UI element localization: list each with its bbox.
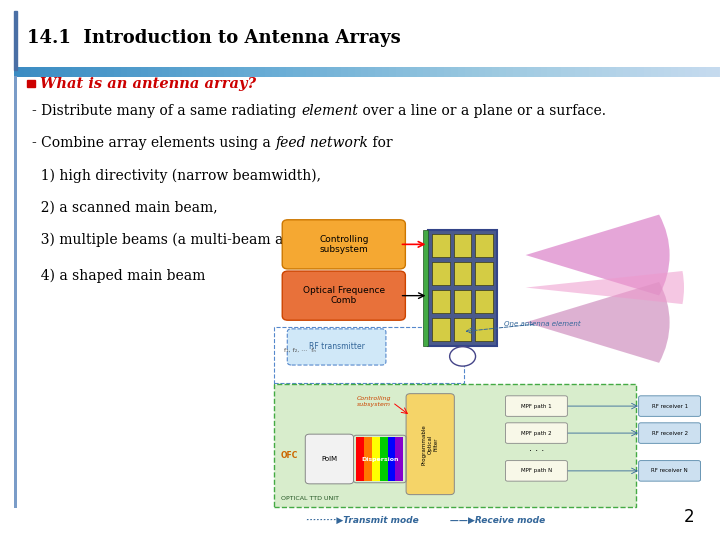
Text: RF receiver 1: RF receiver 1 (652, 403, 688, 409)
FancyBboxPatch shape (505, 423, 567, 443)
Text: 2: 2 (684, 509, 695, 526)
FancyBboxPatch shape (639, 461, 701, 481)
Bar (14, 11, 17, 70)
Text: - Distribute many of a same radiating: - Distribute many of a same radiating (32, 104, 301, 118)
FancyBboxPatch shape (639, 423, 701, 443)
Text: OPTICAL TTD UNIT: OPTICAL TTD UNIT (281, 496, 339, 501)
Text: RF receiver N: RF receiver N (651, 468, 688, 474)
Text: OFC: OFC (281, 450, 298, 460)
Text: Optical Frequence
Comb: Optical Frequence Comb (302, 286, 385, 305)
Bar (14, 76, 17, 508)
Bar (395, 437, 403, 481)
Text: - Combine array elements using a: - Combine array elements using a (32, 136, 276, 150)
Text: Programmable
Optical
Filter: Programmable Optical Filter (422, 424, 438, 464)
Text: Controlling
subsystem: Controlling subsystem (319, 235, 369, 254)
Text: MPF path 2: MPF path 2 (521, 430, 552, 436)
Text: ——▶Receive mode: ——▶Receive mode (450, 516, 545, 524)
Text: What is an antenna array?: What is an antenna array? (40, 77, 256, 91)
FancyBboxPatch shape (505, 461, 567, 481)
Bar (475, 234, 493, 258)
Wedge shape (526, 271, 684, 304)
Bar (454, 318, 472, 341)
FancyBboxPatch shape (406, 394, 454, 495)
FancyBboxPatch shape (287, 329, 386, 365)
Text: for: for (369, 136, 393, 150)
FancyBboxPatch shape (505, 396, 567, 416)
Text: Controlling
subsystem: Controlling subsystem (357, 396, 392, 407)
Text: MPF path 1: MPF path 1 (521, 403, 552, 409)
Bar (423, 230, 428, 346)
Text: 2) a scanned main beam,: 2) a scanned main beam, (32, 201, 218, 215)
Text: 14.1  Introduction to Antenna Arrays: 14.1 Introduction to Antenna Arrays (27, 29, 401, 47)
Text: One antenna element: One antenna element (504, 321, 580, 327)
Bar (27, 80, 35, 87)
Text: · · ·: · · · (528, 446, 544, 456)
Bar (432, 234, 450, 258)
Bar (428, 230, 497, 346)
Text: RF receiver 2: RF receiver 2 (652, 430, 688, 436)
FancyBboxPatch shape (282, 220, 405, 269)
FancyBboxPatch shape (282, 271, 405, 320)
Text: 1) high directivity (narrow beamwidth),: 1) high directivity (narrow beamwidth), (32, 168, 321, 183)
Text: 4) a shaped main beam: 4) a shaped main beam (32, 268, 206, 282)
Bar (432, 290, 450, 313)
Bar (380, 437, 387, 481)
Text: ·········▶Transmit mode: ·········▶Transmit mode (306, 516, 419, 524)
FancyBboxPatch shape (305, 434, 354, 484)
FancyBboxPatch shape (274, 384, 636, 507)
Text: PolM: PolM (321, 456, 338, 462)
Bar (387, 437, 395, 481)
Bar (454, 234, 472, 258)
Circle shape (449, 347, 475, 366)
Text: feed network: feed network (276, 136, 369, 150)
Text: f₁, f₂, ···  fₙ: f₁, f₂, ··· fₙ (284, 347, 316, 353)
Bar (475, 262, 493, 285)
Bar (432, 262, 450, 285)
FancyBboxPatch shape (639, 396, 701, 416)
Wedge shape (526, 214, 670, 295)
Bar (372, 437, 380, 481)
Wedge shape (526, 282, 670, 363)
Bar (356, 437, 364, 481)
Text: Dispersion: Dispersion (361, 456, 399, 462)
Text: RF transmitter: RF transmitter (309, 342, 364, 352)
Text: over a line or a plane or a surface.: over a line or a plane or a surface. (358, 104, 606, 118)
Bar (475, 318, 493, 341)
Bar (475, 290, 493, 313)
Bar (432, 318, 450, 341)
Bar (454, 290, 472, 313)
Bar (454, 262, 472, 285)
Bar (364, 437, 372, 481)
Text: element: element (301, 104, 358, 118)
Text: MPF path N: MPF path N (521, 468, 552, 474)
Text: 3) multiple beams (a multi-beam antenna),: 3) multiple beams (a multi-beam antenna)… (32, 233, 343, 247)
